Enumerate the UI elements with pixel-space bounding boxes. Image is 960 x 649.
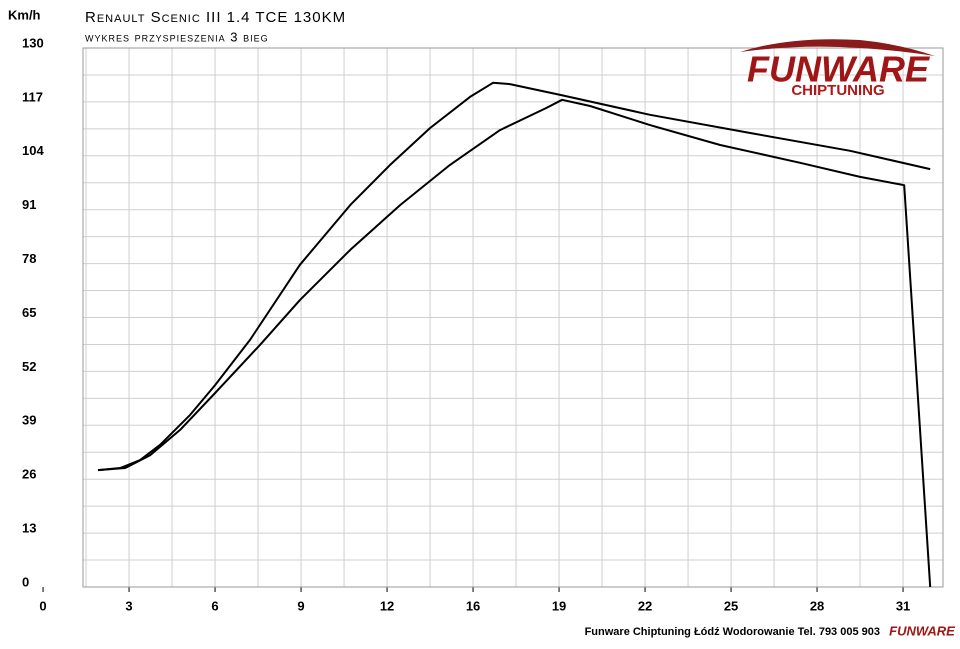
y-tick-label: 65 xyxy=(22,305,36,320)
x-tick-label: 0 xyxy=(39,598,46,613)
plot: 0 13 26 39 52 65 78 91 104 117 130 0 3 6 9 12 16 19 22 25 28… xyxy=(22,35,944,613)
y-tick-label: 13 xyxy=(22,521,36,536)
x-tick-label: 9 xyxy=(297,598,304,613)
y-tick-label: 91 xyxy=(22,197,36,212)
x-tick-label: 25 xyxy=(724,598,738,613)
data-line xyxy=(97,98,932,588)
y-tick-label: 39 xyxy=(22,413,36,428)
x-tick-label: 6 xyxy=(211,598,218,613)
logo-swoosh xyxy=(740,39,935,56)
chart-title: Renault Scenic III 1.4 TCE 130KM xyxy=(85,9,346,26)
x-tick-label: 12 xyxy=(380,598,394,613)
data-line xyxy=(97,81,931,472)
logo-subtext: CHIPTUNING xyxy=(791,82,884,99)
y-tick-label: 117 xyxy=(22,89,43,104)
footer: Funware Chiptuning Łódź Wodorowanie Tel.… xyxy=(585,626,880,638)
x-tick-label: 19 xyxy=(552,598,566,613)
footer-logo: FUNWARE xyxy=(889,623,955,638)
x-tick-label: 16 xyxy=(466,598,480,613)
y-tick-label: 0 xyxy=(22,574,29,589)
y-tick-label: 52 xyxy=(22,359,36,374)
logo-text: FUNWARE xyxy=(747,49,930,90)
y-axis-label: Km/h xyxy=(8,7,41,22)
x-tick-label: 31 xyxy=(896,598,910,613)
chart-subtitle: wykres przyspieszenia 3 bieg xyxy=(85,29,269,44)
x-tick-label: 28 xyxy=(810,598,824,613)
logo: FUNWARE CHIPTUNING xyxy=(740,39,935,99)
y-tick-label: 26 xyxy=(22,467,36,482)
y-tick-label: 104 xyxy=(22,143,44,158)
y-tick-label: 78 xyxy=(22,251,36,266)
plot-frame xyxy=(82,47,944,588)
y-tick-label: 130 xyxy=(22,35,44,50)
x-tick-label: 3 xyxy=(125,598,132,613)
x-tick-label: 22 xyxy=(638,598,652,613)
